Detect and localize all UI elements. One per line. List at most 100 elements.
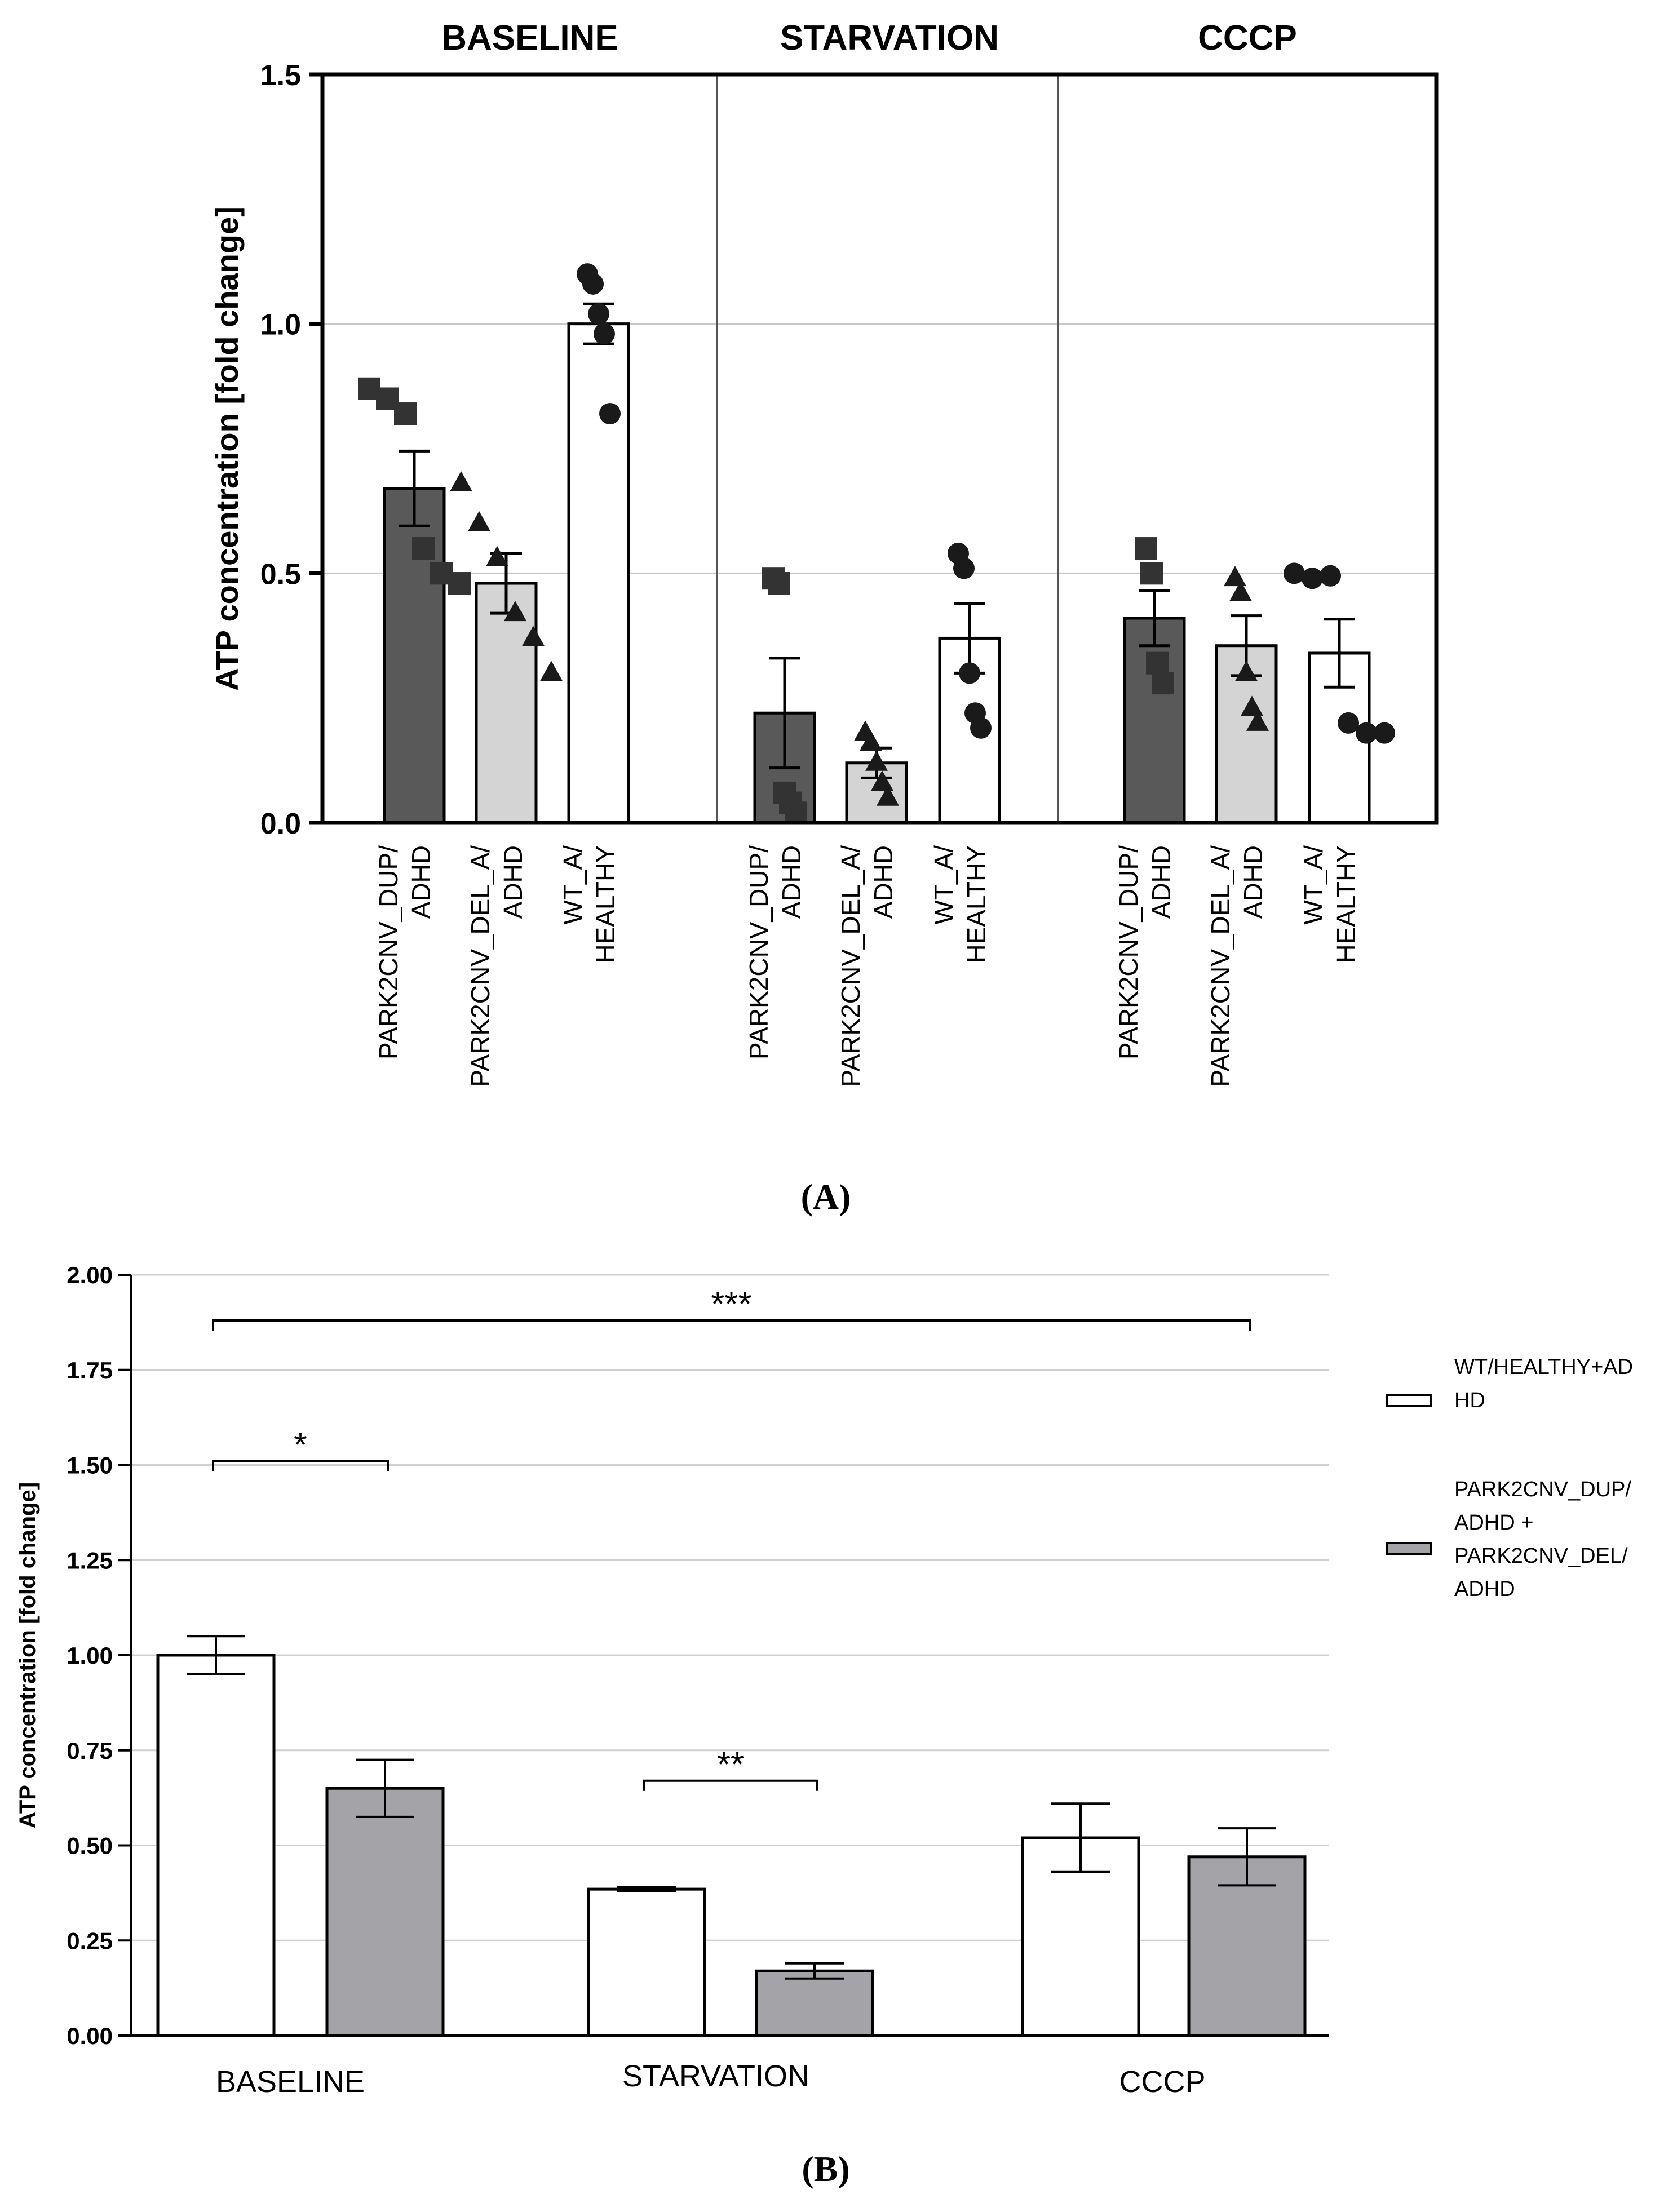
panel-a-group-separators [716, 74, 1059, 823]
panel-a-y-axis: 0.0 0.5 1.0 1.5 [260, 59, 322, 840]
panel-a-point-triangle [1235, 661, 1258, 681]
panel-a-x-tick-label-line: WT_A/ [1299, 845, 1328, 925]
panel-b-x-tick-label: BASELINE [216, 2065, 365, 2099]
panel-a-point-circle [1356, 722, 1377, 744]
panel-a-group-title: BASELINE [441, 19, 618, 57]
panel-b-bars [156, 1654, 1307, 2037]
panel-b-x-tick-label: STARVATION [622, 2059, 809, 2093]
panel-b-significance-label: *** [711, 1285, 751, 1324]
panel-b-y-tick-label: 0.50 [67, 1833, 113, 1859]
panel-a-x-tick-label-line: HEALTHY [962, 845, 991, 963]
panel-b-axes: 0.00 0.25 0.50 0.75 1.00 1.25 1.50 1.75 2.00 [67, 1262, 1329, 2049]
panel-a-error-bars [399, 302, 1355, 779]
panel-b-y-tick-label: 1.75 [67, 1357, 113, 1384]
panel-b-legend-label: HD [1454, 1389, 1485, 1412]
panel-a-group-title: STARVATION [780, 19, 999, 57]
panel-a-y-axis-label: ATP concentration [fold change] [209, 206, 245, 691]
panel-a-point-square [412, 537, 435, 560]
panel-a-plot-frame [320, 72, 1439, 825]
panel-a-x-tick-label: PARK2CNV_DEL_A/ADHD [836, 845, 898, 1087]
panel-a-x-tick-label: PARK2CNV_DUP/ADHD [374, 845, 436, 1060]
panel-a-point-square [448, 572, 471, 595]
panel-a-point-square [1146, 651, 1169, 675]
panel-a-x-tick-label: PARK2CNV_DEL_A/ADHD [466, 845, 528, 1087]
panel-b-y-tick-label: 1.25 [67, 1547, 113, 1573]
panel-a-x-tick-label-line: PARK2CNV_DEL_A/ [1206, 845, 1235, 1087]
panel-a-x-tick-label-line: ADHD [406, 845, 436, 919]
panel-a-x-tick-label-line: ADHD [1147, 845, 1176, 919]
panel-a-point-triangle [1224, 566, 1246, 587]
panel-a-bar [1123, 617, 1186, 824]
panel-a-y-tick-label: 0.0 [260, 808, 301, 840]
panel-a-x-tick-label-line: HEALTHY [591, 845, 620, 963]
panel-a-x-tick-label-line: ADHD [1238, 845, 1268, 919]
panel-a-point-circle [594, 323, 615, 345]
panel-a-point-circle [1374, 722, 1395, 744]
panel-a-bar [567, 322, 630, 824]
panel-a-group-titles: BASELINE STARVATION CCCP [441, 19, 1297, 57]
panel-a-group-title: CCCP [1198, 19, 1297, 57]
panel-b-significance-bracket [643, 1779, 818, 1791]
panel-a-x-tick-label-line: PARK2CNV_DEL_A/ [466, 845, 495, 1087]
panel-a-point-circle [599, 403, 621, 425]
panel-a-x-tick-label-line: PARK2CNV_DUP/ [744, 845, 773, 1060]
panel-a-x-tick-label: WT_A/HEALTHY [1299, 845, 1361, 963]
panel-b-gridlines [131, 1274, 1329, 1941]
panel-a-x-tick-label-line: HEALTHY [1331, 845, 1361, 963]
panel-a-x-tick-label-line: ADHD [869, 845, 898, 919]
panel-b-label: (B) [802, 2149, 849, 2189]
panel-a-x-tick-label: PARK2CNV_DUP/ADHD [744, 845, 806, 1060]
panel-b-bar [325, 1787, 445, 2037]
panel-a-points [358, 263, 1395, 824]
panel-a-y-tick-label: 0.5 [260, 558, 301, 591]
panel-b-significance-label: * [294, 1426, 307, 1465]
panel-a-point-square [1135, 537, 1157, 560]
panel-a-label: (A) [801, 1177, 851, 1217]
panel-a-point-triangle [865, 750, 888, 771]
panel-a-x-tick-label: PARK2CNV_DUP/ADHD [1114, 845, 1176, 1060]
panel-b-error-bars [187, 1635, 1276, 1980]
panel-b-legend-label: PARK2CNV_DEL/ [1454, 1544, 1628, 1568]
panel-a-x-tick-label: WT_A/HEALTHY [558, 845, 620, 963]
panel-b-legend: WT/HEALTHY+AD HD PARK2CNV_DUP/ADHD + PARK2C… [1386, 1355, 1633, 1601]
panel-b-bar [156, 1654, 276, 2037]
panel-b-significance-bracket [212, 1460, 389, 1471]
panel-b-legend-label: ADHD + [1454, 1511, 1533, 1535]
panel-a-x-tick-label-line: PARK2CNV_DUP/ [1114, 845, 1143, 1060]
panel-a-point-square [785, 801, 807, 824]
panel-b-y-tick-label: 1.00 [67, 1642, 113, 1669]
panel-b-y-tick-label: 2.00 [67, 1262, 113, 1288]
panel-a-x-tick-label-line: PARK2CNV_DEL_A/ [836, 845, 865, 1087]
panel-a-x-tick-label-line: WT_A/ [558, 845, 587, 925]
panel-a-point-triangle [468, 511, 490, 531]
panel-a-point-circle [582, 273, 604, 295]
panel-a-point-circle [1320, 565, 1341, 587]
panel-a-x-tick-label-line: ADHD [777, 845, 806, 919]
panel-a-point-triangle [522, 626, 545, 646]
panel-b-legend-label: ADHD [1454, 1577, 1515, 1601]
panel-a-point-square [1152, 672, 1174, 695]
panel-a-point-square [768, 572, 790, 595]
panel-b-legend-label: PARK2CNV_DUP/ [1454, 1478, 1631, 1501]
panel-b-bar [755, 1969, 874, 2037]
panel-a-x-tick-label-line: ADHD [498, 845, 528, 919]
panel-b-legend-swatch [1386, 1542, 1432, 1555]
panel-a-point-triangle [877, 785, 899, 806]
panel-a-x-tick-label: WT_A/HEALTHY [929, 845, 991, 963]
panel-a-point-circle [959, 662, 980, 684]
panel-a-x-tick-labels: PARK2CNV_DUP/ADHD PARK2CNV_DEL_A/ADHD WT_A… [374, 845, 1361, 1087]
panel-a-y-tick-label: 1.0 [260, 309, 301, 342]
panel-b-legend-swatch [1386, 1394, 1432, 1407]
panel-b-x-tick-label: CCCP [1119, 2065, 1205, 2099]
panel-a-point-circle [970, 717, 992, 739]
panel-a-point-circle [588, 303, 609, 325]
panel-a-point-circle [1302, 568, 1323, 589]
panel-a-chart: 0.0 0.5 1.0 1.5 BASELINE STARVATION CCCP PARK… [209, 19, 1439, 1087]
panel-a-point-triangle [860, 730, 882, 751]
panel-a-bar [845, 761, 908, 824]
panel-b-y-axis-label: ATP concentration [fold change] [15, 1482, 40, 1828]
panel-b-bar [587, 1887, 706, 2037]
panel-a-point-square [1140, 562, 1163, 585]
panel-b-significance-brackets: ****** [212, 1285, 1251, 1791]
